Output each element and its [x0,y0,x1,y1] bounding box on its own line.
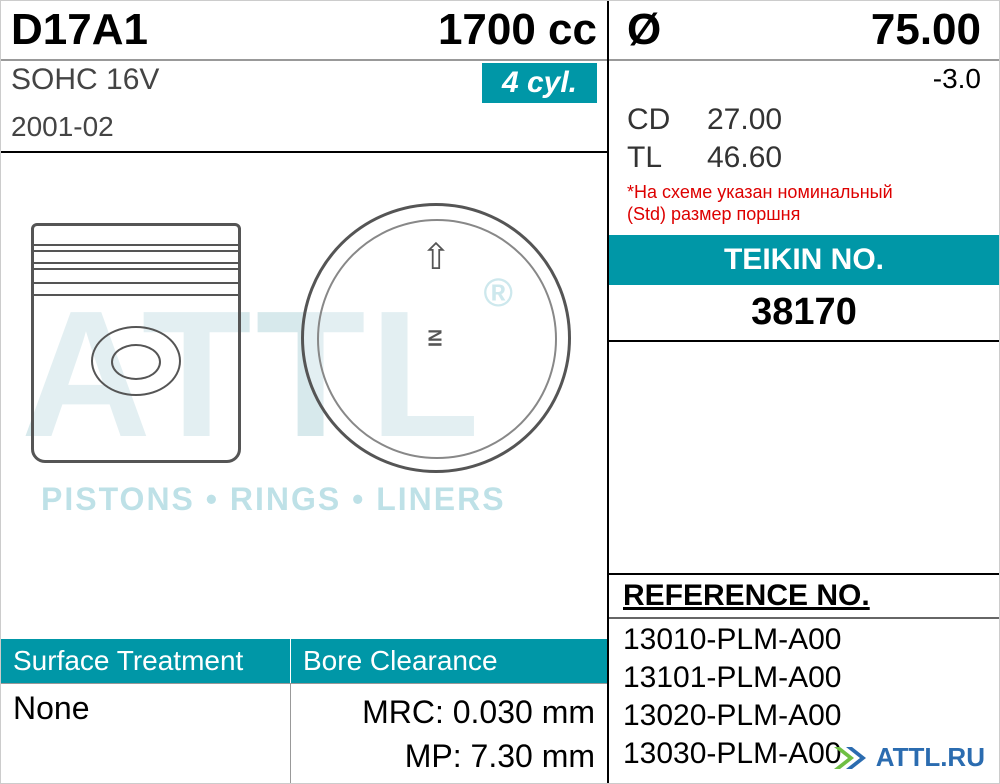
piston-ring [32,262,240,270]
in-mark: IN [426,329,447,347]
reference-header: REFERENCE NO. [609,573,999,619]
bore-clearance-values: MRC: 0.030 mm MP: 7.30 mm [291,684,607,783]
piston-top-view: ⇧ IN [301,203,581,483]
note-line1: *На схеме указан номинальный [627,182,893,202]
piston-crown-outer: ⇧ IN [301,203,571,473]
spacer [609,342,999,573]
diameter-value: 75.00 [871,5,981,55]
logo-text: ATTL.RU [876,742,985,773]
note-line2: (Std) размер поршня [627,204,800,224]
tl-label: TL [627,141,707,175]
diagram-area: ⇧ IN [1,153,607,639]
engine-code: D17A1 [11,5,148,55]
surface-treatment-header: Surface Treatment [1,639,291,683]
mp-row: MP: 7.30 mm [303,734,595,778]
mp-label: MP: [405,738,462,774]
tl-row: TL 46.60 [609,139,999,177]
header-row-1: D17A1 1700 cc [1,1,607,61]
logo-bottom-right: ATTL.RU [834,742,985,773]
displacement: 1700 cc [438,5,597,55]
cylinders-badge: 4 cyl. [482,63,597,103]
piston-ring [32,282,240,296]
diameter-offset: -3.0 [609,61,999,101]
mrc-label: MRC: [362,694,444,730]
piston-side-view [31,223,261,483]
surface-treatment-value: None [1,684,291,783]
header-row-2: SOHC 16V 4 cyl. [1,61,607,111]
note-text: *На схеме указан номинальный (Std) разме… [609,177,999,235]
piston-ring [32,244,240,252]
tl-value: 46.60 [707,141,782,175]
piston-body [31,223,241,463]
logo-chevron-icon [834,743,870,773]
left-column: D17A1 1700 cc SOHC 16V 4 cyl. 2001-02 [1,1,609,783]
reference-item: 13020-PLM-A00 [623,697,985,735]
bottom-headers: Surface Treatment Bore Clearance [1,639,607,683]
mrc-row: MRC: 0.030 mm [303,690,595,734]
valvetrain: SOHC 16V [11,63,159,111]
years: 2001-02 [1,111,607,153]
teikin-number: 38170 [609,285,999,342]
bore-clearance-header: Bore Clearance [291,639,607,683]
piston-pin-inner [111,344,161,380]
cd-row: CD 27.00 [609,101,999,139]
spec-sheet: ATTL® PISTONS • RINGS • LINERS D17A1 170… [0,0,1000,784]
right-column: Ø 75.00 -3.0 CD 27.00 TL 46.60 *На схеме… [609,1,999,783]
cd-label: CD [627,103,707,137]
diameter-symbol: Ø [627,5,661,55]
bottom-values: None MRC: 0.030 mm MP: 7.30 mm [1,683,607,783]
mrc-value: 0.030 mm [453,694,595,730]
reference-item: 13101-PLM-A00 [623,659,985,697]
diameter-row: Ø 75.00 [609,1,999,61]
mp-value: 7.30 mm [471,738,595,774]
direction-arrow-icon: ⇧ [421,236,451,278]
reference-item: 13010-PLM-A00 [623,621,985,659]
teikin-header: TEIKIN NO. [609,235,999,285]
cd-value: 27.00 [707,103,782,137]
